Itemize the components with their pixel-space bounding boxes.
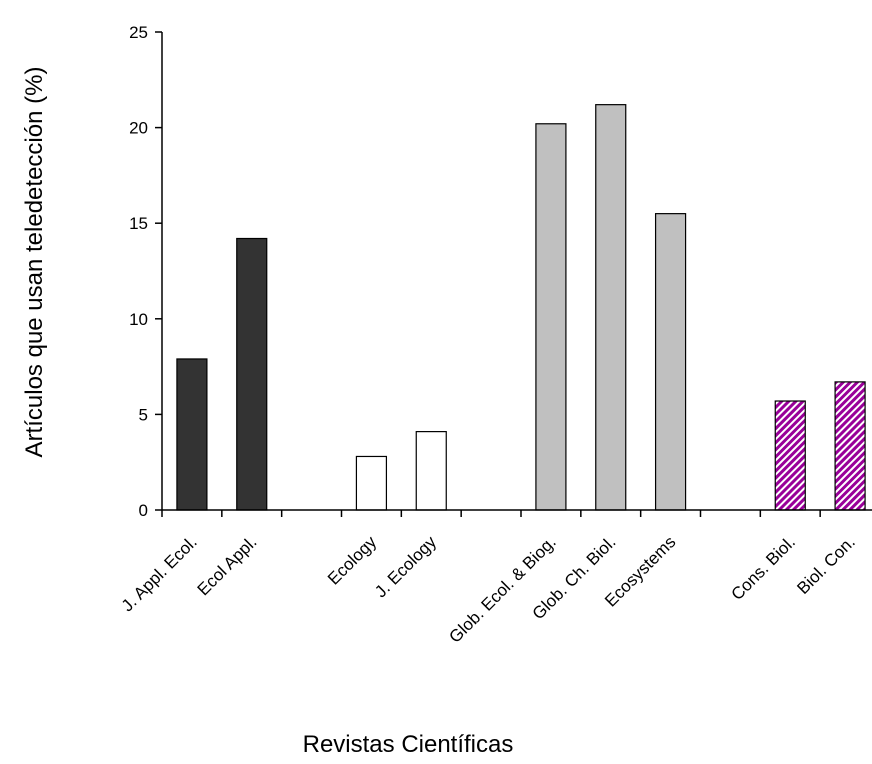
x-tick-label: J. Ecology: [371, 532, 440, 601]
y-axis-ticks: 0 5 10 15 20 25: [129, 23, 162, 520]
x-tick-label: Ecol Appl.: [194, 532, 261, 599]
x-tick-label: Ecology: [324, 532, 381, 589]
x-tick-label: Glob. Ecol. & Biog.: [445, 532, 559, 646]
y-tick-label: 10: [129, 310, 148, 329]
y-tick-label: 15: [129, 214, 148, 233]
bar-ecosystems: [654, 213, 687, 511]
bar-ecology: [355, 455, 388, 511]
bar-glob-ch-biol: [595, 104, 627, 511]
x-tick-label: J. Appl. Ecol.: [118, 532, 201, 615]
y-tick-label: 5: [139, 405, 148, 424]
x-tick-label: Biol. Con.: [793, 532, 859, 598]
bar-cons-biol: [774, 400, 806, 511]
bar-j-ecology: [415, 431, 447, 511]
x-axis-title: Revistas Científicas: [303, 731, 514, 758]
bar-glob-ecol-biog: [535, 123, 567, 511]
y-axis-title: Artículos que usan teledetección (%): [21, 67, 48, 458]
bar-ecol-appl: [236, 237, 268, 511]
bars: [176, 104, 866, 511]
bar-j-appl-ecol: [176, 358, 208, 511]
y-tick-label: 0: [139, 501, 148, 520]
x-tick-label: Cons. Biol.: [728, 532, 800, 604]
y-tick-label: 25: [129, 23, 148, 42]
bar-biol-con: [834, 381, 866, 511]
y-tick-label: 20: [129, 119, 148, 138]
x-axis-ticks: [161, 510, 821, 517]
